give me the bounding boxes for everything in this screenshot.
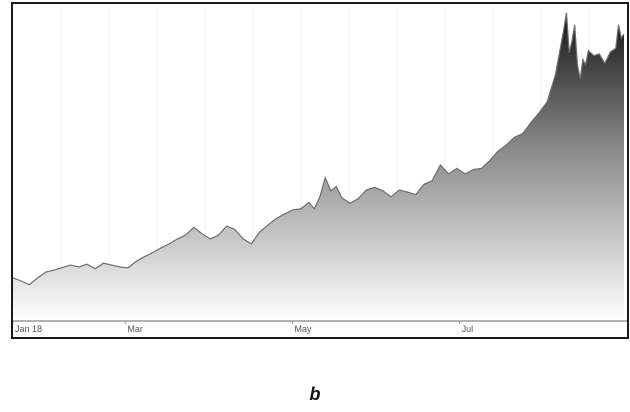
x-axis-ticks: Jan 18 Mar May Jul [13, 321, 473, 334]
x-tick-label: Mar [127, 324, 143, 334]
chart-frame: Jan 18 Mar May Jul [11, 2, 629, 339]
area-fill [13, 12, 624, 321]
x-tick-label: May [294, 324, 312, 334]
series-line [13, 12, 625, 286]
x-tick-label: Jan 18 [15, 324, 42, 334]
x-tick-label: Jul [462, 324, 474, 334]
area-chart: Jan 18 Mar May Jul [13, 8, 627, 334]
panel-label: b [309, 384, 321, 404]
